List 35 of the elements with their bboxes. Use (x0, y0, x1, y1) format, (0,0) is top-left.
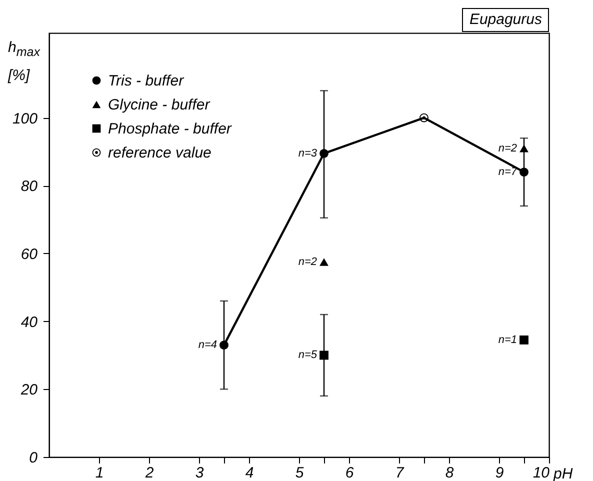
annotation: n=2 (298, 256, 317, 268)
annotation: n=5 (298, 349, 318, 362)
annotation: n=3 (298, 147, 318, 160)
x-tick-label: 3 (195, 464, 204, 481)
y-tick-label: 60 (20, 246, 38, 263)
legend-label: Phosphate - buffer (108, 120, 232, 138)
point (320, 350, 328, 360)
x-tick-label: 10 (532, 464, 550, 481)
point (520, 336, 528, 344)
x-tick-label: 7 (395, 464, 404, 481)
point (420, 113, 428, 122)
x-tick-label: 4 (245, 464, 254, 481)
x-tick-label: 5 (295, 464, 304, 481)
x-tick-label: 6 (345, 464, 354, 481)
point (520, 168, 528, 177)
legend-label: reference value (108, 144, 212, 162)
point (320, 258, 328, 266)
y-tick-label: 80 (20, 178, 38, 196)
point (320, 148, 328, 158)
x-tick-label: 2 (144, 464, 154, 481)
point (220, 340, 228, 350)
y-axis-title: h$_{max}$ [%] (8, 38, 41, 86)
x-tick-label: 1 (95, 464, 104, 481)
x-tick-label: 9 (495, 464, 504, 481)
legend-label: Tris - buffer (108, 72, 185, 90)
y-tick-label: 20 (20, 382, 38, 399)
annotation: n=4 (198, 339, 217, 352)
annotation: n=2 (498, 142, 517, 154)
y-tick-label: 0 (29, 450, 38, 466)
y-tick-label: 40 (20, 314, 38, 331)
x-tick-label: 8 (445, 464, 454, 481)
legend-label: Glycine - buffer (108, 96, 211, 114)
annotation: n=1 (498, 334, 517, 346)
y-tick-label: 100 (12, 110, 38, 128)
chart-title: Eupagurus (462, 8, 549, 32)
